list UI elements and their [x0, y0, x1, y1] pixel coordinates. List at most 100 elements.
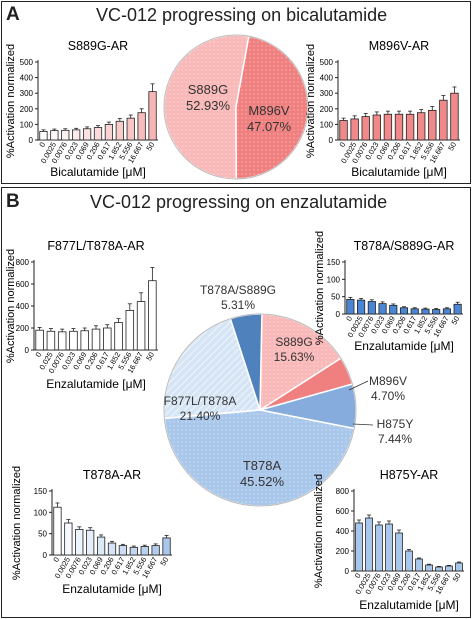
bar: [137, 112, 146, 141]
bar: [82, 128, 92, 141]
y-tick-label: 600: [16, 280, 30, 289]
x-tick-label: 0: [33, 351, 43, 359]
y-tick-label: 200: [16, 324, 30, 333]
pie-slice-texture: [236, 36, 308, 179]
y-tick-label: 400: [320, 74, 334, 83]
bar: [421, 308, 430, 315]
bar: [367, 301, 376, 315]
bar: [107, 542, 117, 556]
pie-slice-value: 15.63%: [274, 350, 315, 364]
pie-slice-texture: [164, 34, 249, 179]
bar: [148, 280, 157, 351]
y-tick-label: 300: [20, 89, 34, 98]
bar: [57, 331, 67, 351]
pie-slice-value: 7.44%: [378, 432, 412, 446]
bar: [450, 92, 459, 141]
y-tick-label: 400: [20, 74, 34, 83]
y-tick-label: 600: [336, 507, 350, 516]
x-tick-label: 0: [51, 556, 61, 564]
bar: [93, 127, 103, 141]
x-tick-label: 50: [158, 556, 170, 568]
y-axis-label: %Activation normalized: [5, 44, 17, 158]
bar: [428, 109, 437, 141]
chart-title: S889G-AR: [68, 39, 128, 53]
chart-title: F877L/T878A-AR: [47, 239, 144, 253]
chart-title: T878A/S889G-AR: [354, 239, 455, 253]
bar: [126, 117, 135, 141]
bar: [91, 328, 101, 351]
bar: [350, 118, 359, 141]
bar: [148, 91, 157, 141]
bar: [339, 120, 348, 141]
bar: [72, 129, 81, 141]
bar: [69, 330, 78, 351]
pie-slice-name: M896V: [248, 103, 290, 118]
bar: [442, 308, 451, 315]
bar: [365, 517, 373, 572]
pie-outline: [163, 313, 357, 507]
y-tick-label: 0: [43, 551, 48, 560]
bar: [415, 558, 423, 572]
bar: [439, 99, 448, 141]
x-axis-label: Enzalutamide [μM]: [62, 582, 162, 596]
bar: [64, 522, 73, 556]
bar-chart-5: T878A/S889G-AR 0 50 100 150%Activation norma…: [314, 231, 463, 353]
pie-slice-name: M896V: [369, 374, 407, 388]
y-tick-label: 0: [329, 136, 334, 145]
bar: [385, 523, 393, 572]
y-axis-label: %Activation normalized: [5, 249, 17, 363]
y-tick-label: 200: [320, 105, 334, 114]
y-tick-label: 500: [20, 58, 34, 67]
bar: [46, 330, 56, 351]
bar: [50, 130, 59, 141]
x-tick-label: 50: [446, 141, 458, 153]
y-tick-label: 500: [320, 58, 334, 67]
bar: [96, 536, 106, 556]
bar: [104, 124, 114, 141]
pie-slice-value: 45.52%: [240, 474, 285, 489]
bar: [383, 113, 393, 141]
bar: [114, 322, 123, 351]
bar: [394, 113, 404, 141]
y-tick-label: 150: [34, 487, 48, 496]
bar: [61, 129, 70, 141]
pie-slice-name: T878A/S889G: [200, 283, 276, 297]
bar: [435, 566, 443, 572]
bar: [361, 116, 370, 141]
pie-slice-value: 52.93%: [186, 98, 231, 113]
y-tick-label: 50: [331, 293, 340, 302]
bar: [372, 114, 381, 141]
bar: [432, 309, 441, 315]
pie-slice-name: H875Y: [377, 417, 414, 431]
y-tick-label: 100: [327, 275, 341, 284]
panel-b-letter: B: [6, 191, 20, 212]
x-tick-label: 0: [37, 141, 47, 149]
bar: [75, 529, 84, 556]
bar: [86, 529, 95, 556]
bar-chart-7: H875Y-AR 0 200 400 600 800 %Activation normali…: [313, 468, 464, 612]
bar: [417, 112, 426, 141]
y-tick-label: 0: [336, 310, 341, 319]
panel-a-letter: A: [6, 4, 20, 25]
bar: [410, 308, 419, 315]
x-tick-label: 0: [337, 141, 347, 149]
pie-slice-texture: [260, 314, 341, 410]
bar: [399, 307, 409, 315]
bar: [129, 546, 138, 556]
y-tick-label: 100: [20, 120, 34, 129]
chart-title: H875Y-AR: [380, 468, 439, 482]
pie-slice-name: S889G: [275, 335, 312, 349]
y-tick-label: 100: [320, 120, 334, 129]
pie-leader-line: [352, 423, 374, 426]
y-tick-label: 400: [336, 527, 350, 536]
y-axis-label: %Activation normalized: [314, 231, 326, 345]
x-axis-label: Enzalutamide [μM]: [354, 339, 454, 353]
x-tick-label: 50: [449, 315, 461, 327]
y-tick-label: 0: [345, 567, 350, 576]
bar: [346, 299, 355, 315]
bar: [140, 546, 149, 556]
